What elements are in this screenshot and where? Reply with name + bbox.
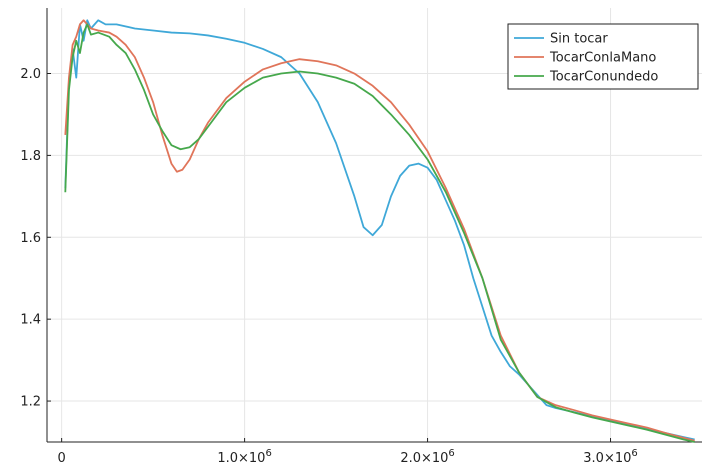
x-tick-label-3: 3.0×106 — [583, 448, 637, 466]
legend-label-0: Sin tocar — [550, 32, 608, 47]
legend: Sin tocar TocarConlaMano TocarConundedo — [507, 23, 699, 90]
series-line-2 — [64, 23, 695, 443]
series-line-1 — [64, 19, 695, 442]
series-group — [64, 19, 695, 443]
y-tick-label-4: 2.0 — [20, 67, 41, 82]
x-tick-label-0: 0 — [57, 451, 65, 466]
tick-labels: 0 1.0×106 2.0×106 3.0×106 1.2 1.4 1.6 1.8 2.0 — [20, 67, 637, 466]
y-tick-label-0: 1.2 — [20, 395, 41, 410]
x-tick-exponent-1: 6 — [265, 448, 271, 459]
axes — [46, 8, 702, 443]
x-tick-exponent-2: 6 — [448, 448, 454, 459]
legend-label-2: TocarConundedo — [549, 70, 658, 85]
legend-label-1: TocarConlaMano — [549, 51, 656, 66]
series-line-0 — [64, 19, 695, 441]
x-tick-label-2: 2.0×106 — [400, 448, 454, 466]
y-tick-label-1: 1.4 — [20, 313, 41, 328]
y-tick-label-3: 1.8 — [20, 149, 41, 164]
x-tick-label-1: 1.0×106 — [217, 448, 271, 466]
y-tick-label-2: 1.6 — [20, 231, 41, 246]
x-tick-exponent-3: 6 — [631, 448, 637, 459]
